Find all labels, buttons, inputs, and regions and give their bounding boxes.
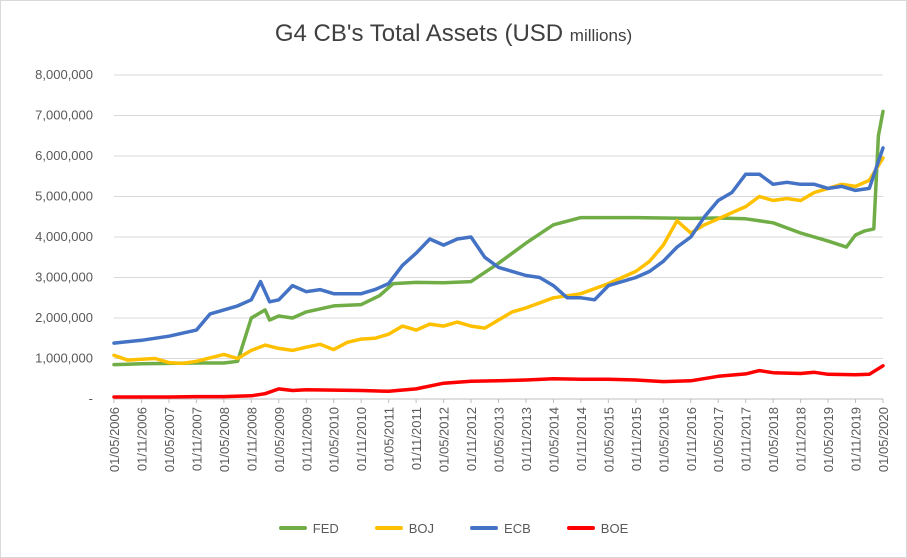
x-tick-label: 01/11/2011 <box>409 407 424 470</box>
legend-item-fed: FED <box>278 520 339 536</box>
x-tick-label: 01/05/2018 <box>766 407 781 472</box>
legend-label: ECB <box>504 520 531 536</box>
y-tick-label: 2,000,000 <box>35 310 93 325</box>
legend-swatch <box>374 526 403 530</box>
x-tick-label: 01/11/2015 <box>629 407 644 471</box>
x-tick-label: 01/11/2014 <box>574 407 589 471</box>
gridlines <box>114 74 883 400</box>
x-tick-label: 01/05/2020 <box>876 407 891 472</box>
chart-title-units: millions) <box>569 26 633 45</box>
x-tick-label: 01/05/2006 <box>107 407 122 472</box>
legend-label: BOJ <box>408 520 435 536</box>
series-line-fed <box>112 109 885 367</box>
x-tick-label: 01/05/2015 <box>601 407 616 472</box>
x-tick-label: 01/11/2018 <box>794 407 809 471</box>
x-tick-label: 01/05/2010 <box>327 407 342 472</box>
y-tick-label: - <box>89 391 93 406</box>
y-tick-label: 4,000,000 <box>35 229 93 244</box>
legend-swatch <box>278 526 307 530</box>
series-lines <box>112 109 885 399</box>
x-tick-label: 01/05/2013 <box>492 407 507 472</box>
y-tick-label: 8,000,000 <box>35 67 93 82</box>
x-tick-label: 01/11/2019 <box>849 407 864 471</box>
legend-item-boj: BOJ <box>374 520 435 536</box>
y-tick-label: 3,000,000 <box>35 270 93 285</box>
x-tick-label: 01/11/2013 <box>519 407 534 471</box>
x-tick-label: 01/05/2007 <box>162 407 177 472</box>
x-tick-label: 01/11/2017 <box>739 407 754 471</box>
x-tick-label: 01/11/2010 <box>354 407 369 471</box>
y-tick-label: 5,000,000 <box>35 189 93 204</box>
legend-item-boe: BOE <box>566 520 629 536</box>
x-tick-label: 01/11/2012 <box>464 407 479 471</box>
x-tick-label: 01/05/2011 <box>382 407 397 471</box>
x-tick-label: 01/11/2009 <box>299 407 314 471</box>
chart-title-main: G4 CB's Total Assets (USD <box>274 20 564 47</box>
x-axis-ticks: 01/05/2006 01/11/2006 01/05/2007 01/11/2007… <box>107 399 891 472</box>
legend-label: FED <box>312 520 339 536</box>
series-line-boj <box>112 156 885 366</box>
y-tick-label: 6,000,000 <box>35 148 93 163</box>
x-tick-label: 01/05/2014 <box>546 407 561 472</box>
x-tick-label: 01/11/2006 <box>134 407 149 471</box>
x-tick-label: 01/11/2008 <box>244 407 259 471</box>
x-tick-label: 01/05/2016 <box>656 407 671 472</box>
series-line-ecb <box>112 146 885 345</box>
x-tick-label: 01/11/2016 <box>684 407 699 471</box>
x-tick-label: 01/05/2009 <box>272 407 287 472</box>
legend-item-ecb: ECB <box>470 521 531 536</box>
x-tick-label: 01/05/2008 <box>217 407 232 472</box>
legend-swatch <box>470 526 499 530</box>
y-axis-ticks: - 1,000,000 2,000,000 3,000,000 4,000,000 5,0… <box>35 67 93 406</box>
legend-swatch <box>566 526 595 530</box>
y-tick-label: 1,000,000 <box>35 351 93 366</box>
legend-label: BOE <box>600 520 629 536</box>
legend: FED BOJ ECB BOE <box>0 518 907 536</box>
x-tick-label: 01/05/2017 <box>711 407 726 472</box>
y-tick-label: 7,000,000 <box>35 108 93 123</box>
x-tick-label: 01/05/2012 <box>437 407 452 472</box>
series-line-boe <box>112 364 885 399</box>
x-tick-label: 01/05/2019 <box>821 407 836 472</box>
x-tick-label: 01/11/2007 <box>189 407 204 471</box>
chart-title: G4 CB's Total Assets (USD millions) <box>0 20 907 48</box>
